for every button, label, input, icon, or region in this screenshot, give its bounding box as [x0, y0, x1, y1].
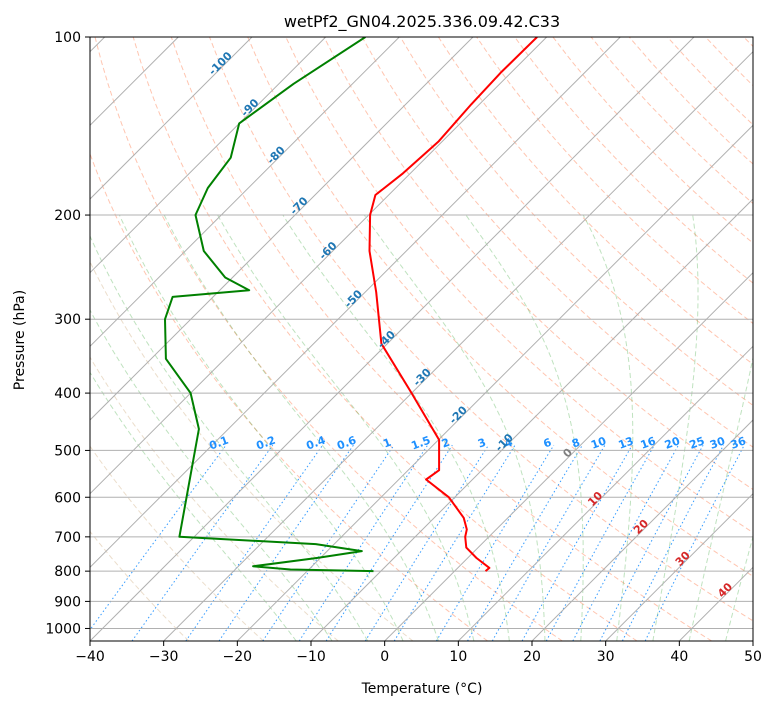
mixing-ratio-label: 2 — [440, 436, 452, 451]
mixing-ratio-label: 8 — [570, 436, 582, 451]
mixing-ratio-label: 36 — [729, 434, 748, 452]
mixing-ratio-line — [393, 444, 516, 641]
isotherm-line — [90, 37, 474, 421]
isotherm-line — [531, 419, 753, 641]
dry-adiabat-line — [132, 37, 638, 641]
y-tick-label: 300 — [54, 312, 81, 328]
mixing-ratio-label: 0.4 — [304, 434, 327, 453]
mixing-ratio-label: 1 — [381, 436, 393, 451]
mixing-ratio-line — [621, 444, 724, 641]
y-tick-label: 100 — [54, 30, 81, 46]
moist-adiabat-line — [282, 214, 510, 641]
y-tick-label: 500 — [54, 443, 81, 459]
moist-adiabat-line — [118, 214, 404, 641]
mixing-ratio-label: 30 — [708, 434, 727, 452]
dry-adiabat-line — [399, 37, 753, 407]
mixing-ratio-line — [262, 444, 395, 641]
dry-adiabat-line — [437, 37, 753, 365]
mixing-ratio-label: 1.5 — [410, 434, 433, 453]
mixing-ratio-label: 25 — [688, 434, 707, 451]
moist-adiabat-line — [688, 355, 753, 641]
mixing-ratio-line — [298, 444, 429, 641]
dry-adiabat-line — [514, 37, 753, 284]
isotherm-line — [90, 37, 253, 200]
mixing-ratio-line — [435, 444, 555, 641]
isotherm-line — [605, 492, 753, 641]
mixing-ratio-line — [364, 444, 489, 641]
isotherm-line — [163, 50, 753, 641]
isotherm-line — [310, 198, 753, 641]
mixing-ratio-line — [545, 444, 655, 641]
x-tick-label: −30 — [149, 649, 179, 665]
y-axis-label: Pressure (hPa) — [12, 290, 28, 390]
temperature-line — [368, 37, 538, 572]
y-tick-label: 1000 — [45, 621, 81, 637]
mixing-ratio-label: 13 — [617, 434, 636, 451]
y-tick-label: 400 — [54, 386, 81, 402]
dry-adiabat-line — [247, 37, 753, 577]
isotherm-line — [384, 271, 753, 641]
x-axis-label: Temperature (°C) — [361, 681, 483, 697]
mixing-ratio-line — [131, 444, 274, 641]
isotherm-line — [90, 37, 621, 569]
isotherm-line — [90, 37, 400, 348]
y-tick-label: 900 — [54, 594, 81, 610]
mixing-ratio-line — [644, 444, 745, 641]
mixing-ratio-line — [521, 444, 633, 641]
mixing-ratio-label: 20 — [663, 434, 682, 452]
mixing-ratio-label: 16 — [639, 434, 658, 452]
isotherm-line — [90, 37, 327, 274]
mixing-ratio-label: 0.2 — [254, 434, 277, 453]
dry-adiabat-line — [90, 356, 339, 641]
x-tick-label: 20 — [523, 649, 541, 665]
moist-adiabat-line — [163, 214, 439, 641]
mixing-ratio-line — [185, 444, 324, 641]
isotherm-line — [236, 124, 753, 641]
mixing-ratio-label: 6 — [542, 436, 554, 451]
moist-adiabat-line — [582, 214, 634, 641]
x-tick-label: 10 — [449, 649, 467, 665]
y-tick-label: 800 — [54, 564, 81, 580]
isotherm-line — [457, 345, 753, 641]
dry-adiabat-line — [170, 37, 712, 641]
isotherm-line — [90, 37, 548, 495]
moist-adiabat-line — [363, 214, 546, 641]
x-tick-label: 40 — [670, 649, 688, 665]
dry-adiabat-line — [323, 37, 753, 491]
y-tick-label: 600 — [54, 490, 81, 506]
dewpoint-line — [164, 37, 374, 573]
dry-adiabat-line — [90, 445, 264, 641]
x-tick-label: −10 — [296, 649, 326, 665]
dry-adiabat-line — [90, 152, 488, 641]
plot-frame — [89, 36, 754, 642]
x-tick-label: 0 — [380, 649, 389, 665]
moist-adiabat-line — [652, 214, 699, 641]
moist-adiabat-line — [465, 214, 584, 641]
dry-adiabat-line — [209, 37, 753, 622]
mixing-ratio-label: 0.6 — [335, 434, 358, 453]
x-tick-label: −40 — [75, 649, 105, 665]
mixing-ratio-label: 4 — [503, 436, 515, 451]
mixing-ratio-label: 10 — [589, 434, 608, 452]
moist-adiabat-line — [90, 234, 369, 641]
x-tick-label: 30 — [597, 649, 615, 665]
moist-adiabat-line — [90, 371, 297, 641]
isotherm-line — [90, 37, 695, 641]
mixing-ratio-label: 0.1 — [208, 434, 231, 453]
y-tick-label: 200 — [54, 208, 81, 224]
y-tick-label: 700 — [54, 530, 81, 546]
mixing-ratio-line — [325, 444, 453, 641]
mixing-ratio-label: 3 — [476, 436, 488, 451]
chart-title: wetPf2_GN04.2025.336.09.42.C33 — [284, 12, 560, 32]
dry-adiabat-line — [90, 530, 190, 641]
mixing-ratio-line — [218, 444, 354, 641]
x-tick-label: −20 — [223, 649, 253, 665]
dry-adiabat-line — [94, 37, 563, 641]
x-tick-label: 50 — [744, 649, 762, 665]
